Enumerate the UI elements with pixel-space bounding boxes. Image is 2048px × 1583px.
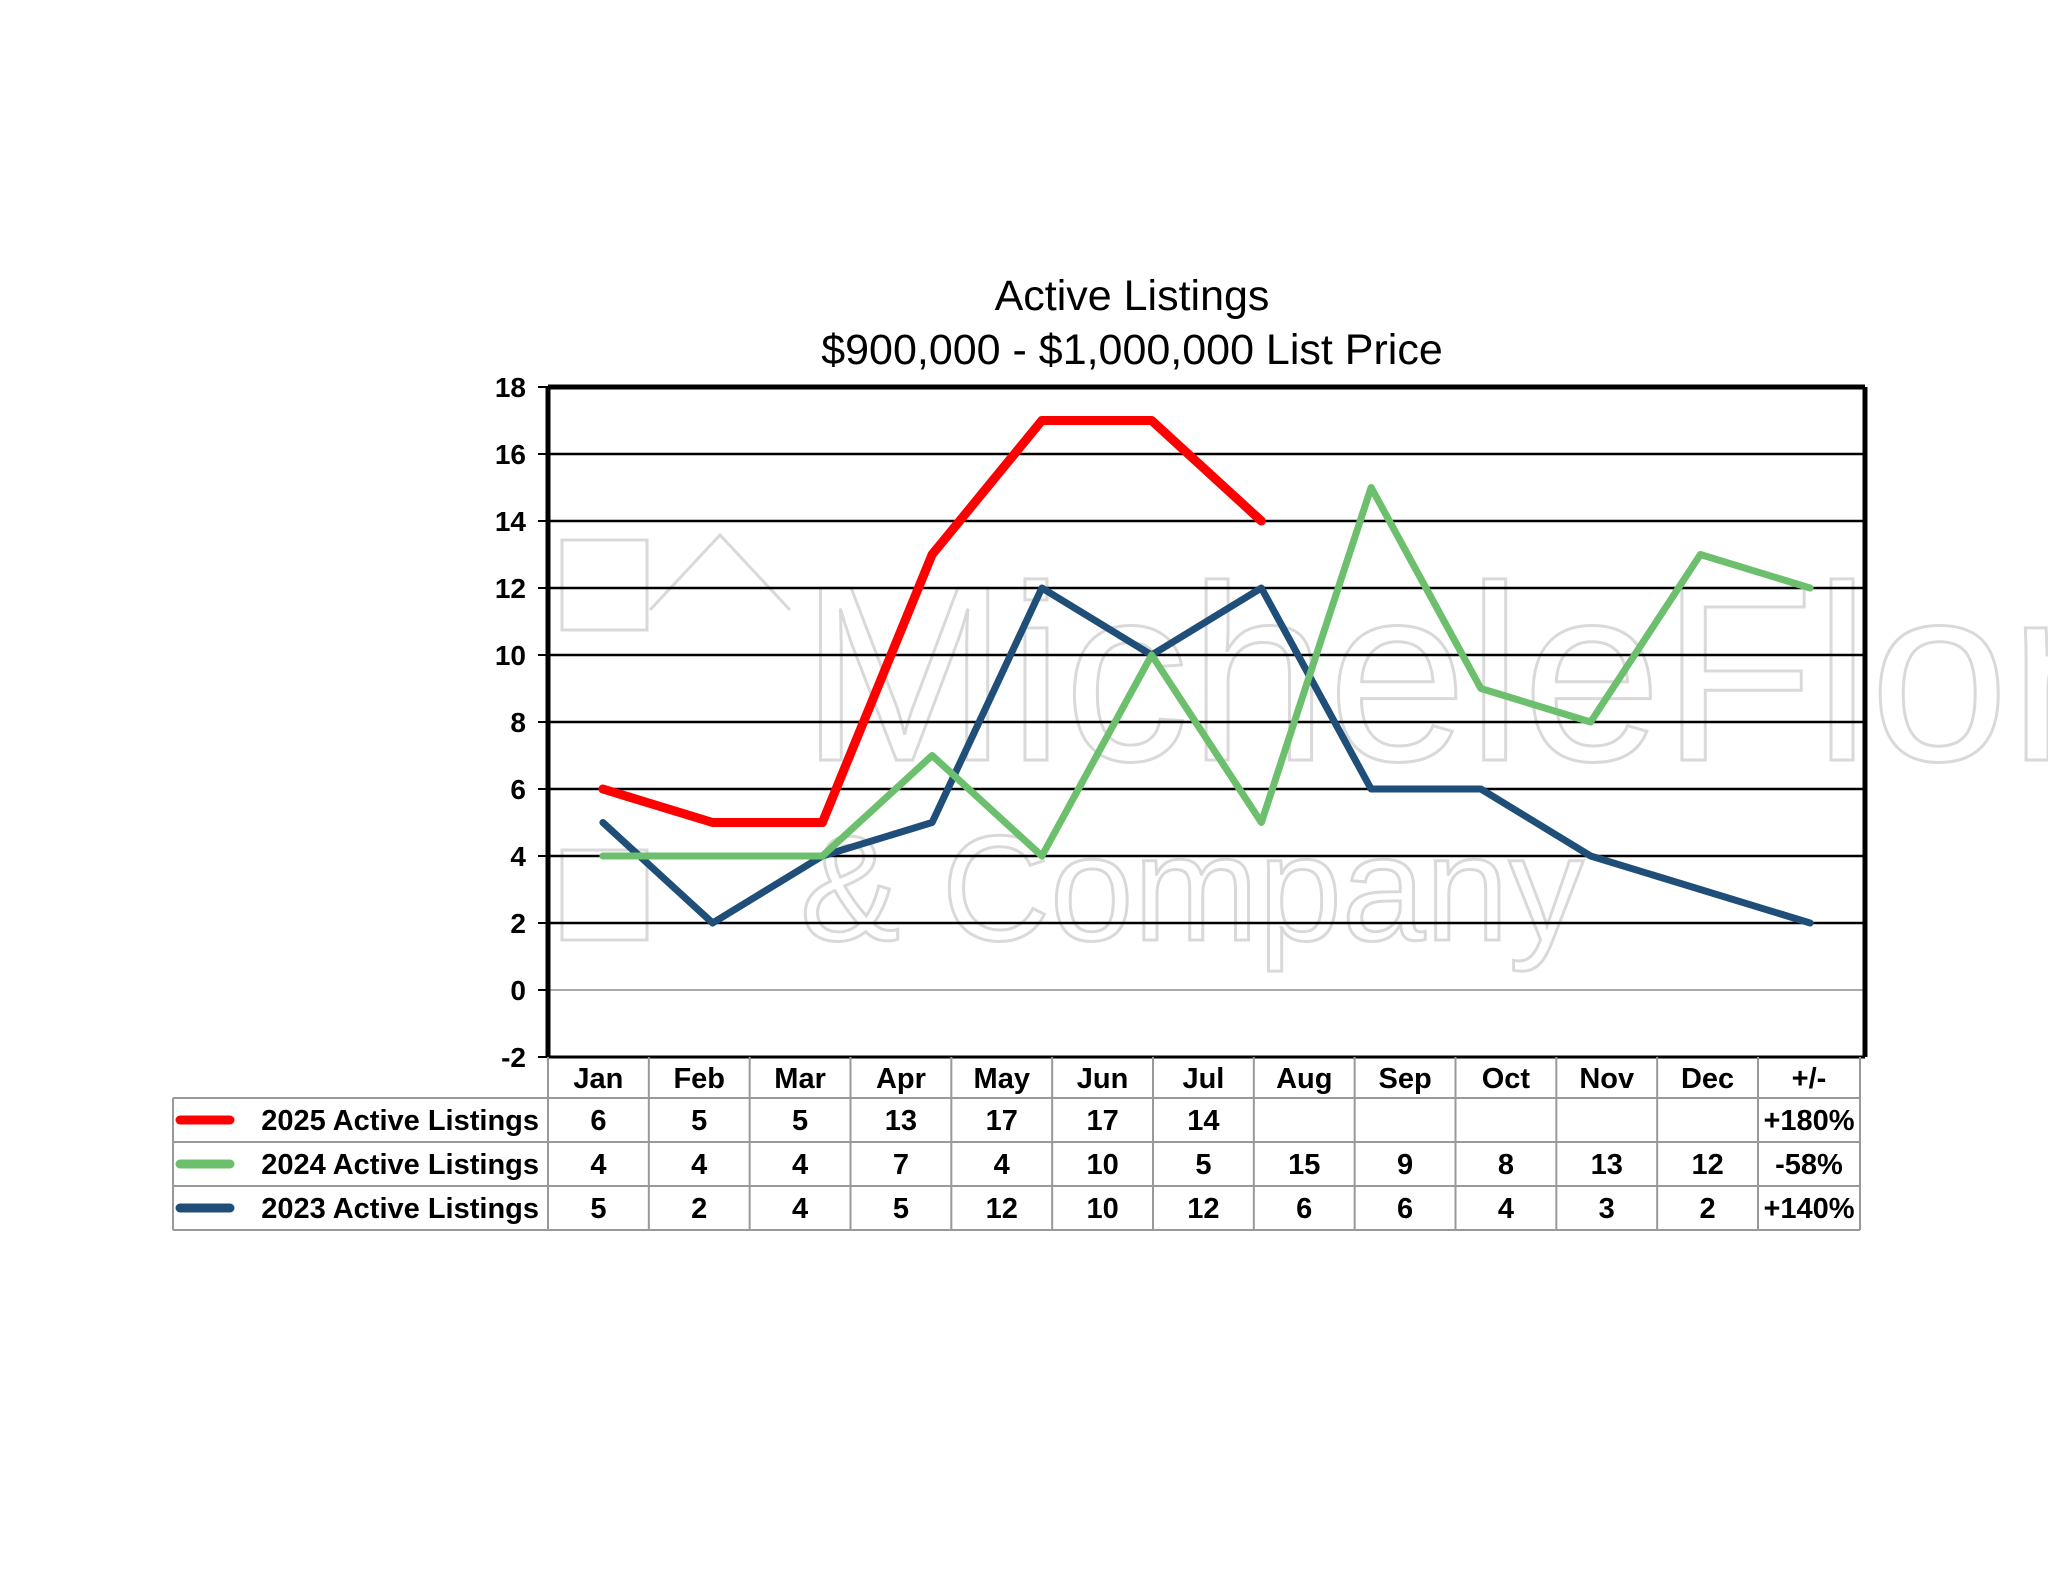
data-cell: 4 xyxy=(994,1149,1010,1181)
data-cell: 12 xyxy=(986,1193,1018,1225)
y-tick-label: 8 xyxy=(510,707,526,738)
data-cell: 2 xyxy=(691,1193,707,1225)
data-cell: 8 xyxy=(1498,1149,1514,1181)
x-tick-label: Apr xyxy=(876,1063,926,1095)
data-cell: 15 xyxy=(1288,1149,1320,1181)
x-tick-label: Oct xyxy=(1482,1063,1531,1095)
legend-label: 2023 Active Listings xyxy=(261,1193,539,1225)
data-cell: 7 xyxy=(893,1149,909,1181)
data-cell: 17 xyxy=(1086,1105,1118,1137)
watermark-text-2: & Company xyxy=(800,804,1584,972)
data-cell: 6 xyxy=(1296,1193,1312,1225)
change-cell: +180% xyxy=(1763,1105,1854,1137)
data-cell: 5 xyxy=(792,1105,808,1137)
data-cell: 12 xyxy=(1691,1149,1723,1181)
y-tick-label: 12 xyxy=(495,573,526,604)
watermark-logo: MicheleFlory & Company xyxy=(560,533,2048,974)
y-tick-label: 10 xyxy=(495,640,526,671)
data-cell: 6 xyxy=(590,1105,606,1137)
watermark-text-1: MicheleFlory xyxy=(800,534,2048,813)
y-tick-label: 16 xyxy=(495,439,526,470)
data-cell: 10 xyxy=(1086,1149,1118,1181)
chart-subtitle: $900,000 - $1,000,000 List Price xyxy=(821,326,1443,374)
data-cell: 4 xyxy=(792,1193,808,1225)
x-tick-label: Jan xyxy=(573,1063,623,1095)
series-lines xyxy=(598,416,1814,927)
y-tick-label: 4 xyxy=(510,841,526,872)
legend-label: 2025 Active Listings xyxy=(261,1105,539,1137)
chart-title: Active Listings xyxy=(995,272,1270,320)
x-tick-label: Aug xyxy=(1276,1063,1332,1095)
series-line xyxy=(598,416,1266,827)
y-axis: -2 0 2 4 6 8 10 12 14 16 18 xyxy=(495,372,548,1073)
y-tick-label: 0 xyxy=(510,975,526,1006)
change-header: +/- xyxy=(1792,1063,1827,1095)
data-cell: 3 xyxy=(1599,1193,1615,1225)
data-cell: 5 xyxy=(691,1105,707,1137)
data-cell: 12 xyxy=(1187,1193,1219,1225)
data-cell: 17 xyxy=(986,1105,1018,1137)
data-cell: 14 xyxy=(1187,1105,1219,1137)
plot-frame xyxy=(545,384,1868,1059)
data-cell: 10 xyxy=(1086,1193,1118,1225)
series-line xyxy=(599,584,1814,927)
y-tick-label: 18 xyxy=(495,372,526,403)
x-tick-label: Sep xyxy=(1378,1063,1431,1095)
y-tick-label: -2 xyxy=(501,1042,526,1073)
y-tick-label: 14 xyxy=(495,506,527,537)
x-tick-label: Dec xyxy=(1681,1063,1734,1095)
x-tick-label: Mar xyxy=(774,1063,826,1095)
y-tick-label: 2 xyxy=(510,908,526,939)
data-table: Jan Feb Mar Apr May Jun Jul Aug Sep Oct Nov Dec +/- 2… xyxy=(172,1057,1861,1231)
x-tick-label: Nov xyxy=(1579,1063,1634,1095)
legend-label: 2024 Active Listings xyxy=(261,1149,539,1181)
data-cell: 5 xyxy=(1195,1149,1211,1181)
data-cell: 2 xyxy=(1700,1193,1716,1225)
x-tick-label: Jul xyxy=(1182,1063,1224,1095)
x-tick-label: May xyxy=(974,1063,1030,1095)
series-line xyxy=(599,484,1814,860)
data-cell: 9 xyxy=(1397,1149,1413,1181)
data-cell: 13 xyxy=(885,1105,917,1137)
data-cell: 6 xyxy=(1397,1193,1413,1225)
data-cell: 13 xyxy=(1591,1149,1623,1181)
y-tick-label: 6 xyxy=(510,774,526,805)
change-cell: +140% xyxy=(1763,1193,1854,1225)
data-cell: 4 xyxy=(590,1149,606,1181)
data-cell: 4 xyxy=(691,1149,707,1181)
data-cell: 4 xyxy=(792,1149,808,1181)
x-tick-label: Jun xyxy=(1077,1063,1129,1095)
change-cell: -58% xyxy=(1775,1149,1843,1181)
data-cell: 4 xyxy=(1498,1193,1514,1225)
data-cell: 5 xyxy=(590,1193,606,1225)
data-cell: 5 xyxy=(893,1193,909,1225)
x-tick-label: Feb xyxy=(673,1063,725,1095)
